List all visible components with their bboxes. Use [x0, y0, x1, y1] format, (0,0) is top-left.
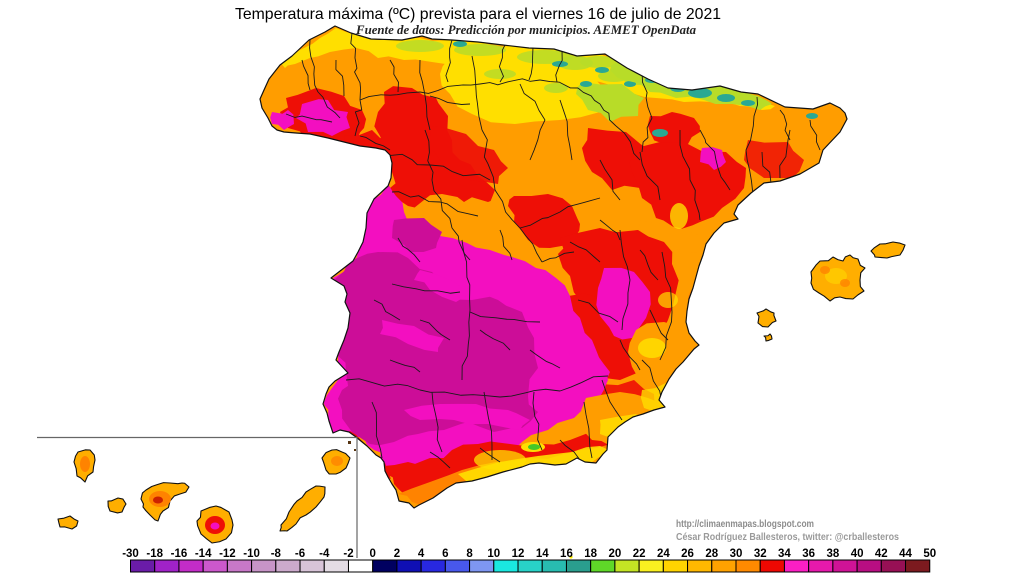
svg-text:20: 20	[609, 548, 622, 560]
svg-text:-18: -18	[146, 548, 163, 560]
svg-text:8: 8	[466, 548, 473, 560]
svg-text:24: 24	[657, 548, 670, 560]
svg-text:-14: -14	[195, 548, 212, 560]
svg-text:14: 14	[536, 548, 549, 560]
svg-text:6: 6	[442, 548, 448, 560]
svg-text:34: 34	[778, 548, 791, 560]
svg-text:Temperatura máxima (ºC) previs: Temperatura máxima (ºC) prevista para el…	[235, 6, 721, 23]
svg-text:-2: -2	[343, 548, 353, 560]
svg-text:30: 30	[730, 548, 743, 560]
svg-text:-10: -10	[243, 548, 260, 560]
svg-text:2: 2	[394, 548, 400, 560]
svg-text:40: 40	[851, 548, 864, 560]
svg-text:36: 36	[802, 548, 815, 560]
svg-text:-30: -30	[122, 548, 139, 560]
svg-text:10: 10	[487, 548, 500, 560]
svg-text:22: 22	[633, 548, 646, 560]
svg-text:38: 38	[826, 548, 839, 560]
svg-text:-16: -16	[171, 548, 188, 560]
svg-text:-12: -12	[219, 548, 236, 560]
svg-text:26: 26	[681, 548, 694, 560]
svg-text:44: 44	[899, 548, 912, 560]
svg-text:-8: -8	[271, 548, 282, 560]
svg-text:16: 16	[560, 548, 573, 560]
svg-text:18: 18	[584, 548, 597, 560]
svg-text:50: 50	[923, 548, 936, 560]
svg-text:-6: -6	[295, 548, 305, 560]
svg-text:4: 4	[418, 548, 425, 560]
svg-text:César Rodríguez Ballesteros, t: César Rodríguez Ballesteros, twitter: @c…	[676, 532, 899, 543]
svg-text:http://climaenmapas.blogspot.c: http://climaenmapas.blogspot.com	[676, 519, 814, 530]
svg-text:42: 42	[875, 548, 888, 560]
svg-text:-4: -4	[319, 548, 330, 560]
svg-text:0: 0	[369, 548, 375, 560]
svg-text:Fuente de datos: Predicción po: Fuente de datos: Predicción por municipi…	[355, 23, 696, 37]
svg-text:32: 32	[754, 548, 767, 560]
svg-text:12: 12	[512, 548, 525, 560]
svg-text:28: 28	[705, 548, 718, 560]
